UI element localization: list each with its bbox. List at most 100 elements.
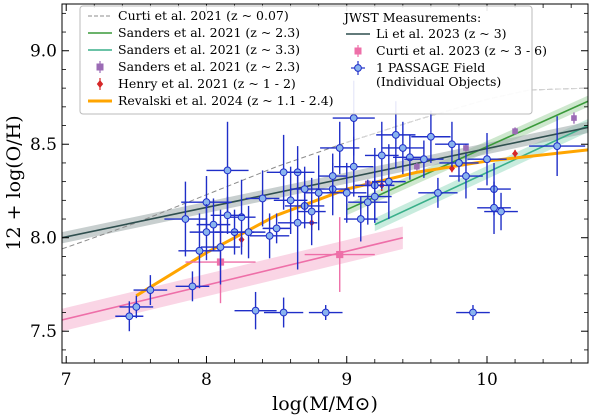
passage-marker [483,155,491,164]
passage-marker [462,172,470,180]
point-10-55 [357,170,392,223]
axes-layer: 7 8 9 10 7.5 8.0 8.5 9.0 [30,4,588,390]
point-10-21 [320,121,360,175]
passage-marker [195,246,204,255]
point-10-25 [348,179,388,225]
passage-marker [272,224,281,233]
point-10-6 [196,198,231,251]
legend-entry-9: (Individual Objects) [376,74,501,89]
passage-marker [314,188,323,197]
legend-entry-4: Henry et al. 2021 (z ~ 1 - 2) [96,76,296,91]
point-10-46 [381,121,424,175]
plot-frame [61,3,589,364]
point-10-33 [435,121,469,167]
passage-marker [553,142,562,151]
legend-label: Revalski et al. 2024 (z ~ 1.1 - 2.4) [118,93,334,108]
point-10-7 [200,209,241,285]
point-10-36 [467,133,507,186]
y-tick-label: 7.5 [30,322,57,342]
passage-marker [328,172,337,180]
square-marker [512,128,518,134]
point-10-32 [418,177,458,208]
passage-marker [370,192,379,201]
passage-marker [209,220,218,229]
y-axis-title: 12 + log(O/H) [3,115,25,250]
square-marker [336,250,344,259]
x-axis-title: log(M/M⊙) [272,393,378,415]
band-line-7 [62,126,588,239]
legend-entry-7: Curti et al. 2023 (z ~ 3 - 6) [354,43,547,58]
legend-entry-8: 1 PASSAGE Field [351,60,485,75]
passage-marker [125,312,134,321]
point-10-22 [327,162,367,223]
point-10-53 [477,181,511,234]
passage-marker [377,151,386,160]
point-10-49 [245,170,280,227]
legend-entry-0: Curti et al. 2021 (z ~ 0.07) [88,8,289,23]
passage-marker [132,303,141,311]
band-line-2 [346,100,588,211]
y-tick-label: 8.0 [30,229,57,249]
passage-marker [356,215,365,223]
point-10-14 [273,166,308,234]
passage-marker [342,188,351,197]
passage-marker [349,114,358,122]
point-4-2 [463,144,469,152]
point-10-54 [262,213,291,244]
point-4-4 [571,112,577,124]
point-10-48 [210,196,245,234]
point-10-24 [343,196,378,242]
legend-header: JWST Measurements: [342,10,481,25]
passage-marker [279,168,288,177]
passage-marker [497,207,505,216]
x-tick-label: 10 [476,370,498,390]
bands-layer [62,95,588,332]
point-10-13 [263,297,304,328]
point-10-11 [234,291,277,330]
point-10-40 [175,271,210,302]
passage-marker [307,207,316,216]
legend-box [79,5,533,115]
point-9-1 [304,217,375,292]
passage-marker [469,308,477,317]
point-10-2 [133,275,168,306]
legend-swatch [354,64,362,72]
point-10-38 [484,192,518,231]
passage-marker [490,203,498,212]
legend-entry-3: Sanders et al. 2021 (z ~ 2.3) [96,59,300,74]
passage-marker [321,308,330,317]
y-tick-label: 8.5 [30,135,57,155]
point-10-3 [164,181,207,257]
legend-swatch [96,80,104,88]
legend-entry-6: Li et al. 2023 (z ~ 3) [346,26,507,41]
point-10-10 [227,179,256,255]
passage-marker [223,211,232,220]
point-10-28 [371,144,406,220]
point-10-52 [411,110,451,163]
passage-marker [286,196,295,205]
passage-marker [419,155,428,164]
passage-marker [188,282,197,291]
passage-marker [279,308,288,317]
passage-marker [384,177,393,186]
square-marker [571,115,577,121]
legend: JWST Measurements: Curti et al. 2021 (z ~… [79,5,547,115]
y-tick-label: 9.0 [30,42,57,62]
passage-marker [398,144,407,152]
point-10-1 [119,295,154,319]
legend-label: Curti et al. 2023 (z ~ 3 - 6) [376,43,547,58]
passage-marker [202,228,211,237]
x-tick-label: 7 [61,370,72,390]
band-line-3 [374,124,588,226]
point-10-47 [449,153,483,199]
point-10-31 [404,140,444,178]
passage-marker [391,130,400,139]
point-10-41 [189,204,224,261]
diamond-marker [512,149,519,158]
legend-label: Li et al. 2023 (z ~ 3) [376,26,507,41]
point-4-1 [414,162,420,171]
passage-marker [434,188,442,197]
point-5-4 [512,149,519,158]
passage-marker [293,218,302,227]
